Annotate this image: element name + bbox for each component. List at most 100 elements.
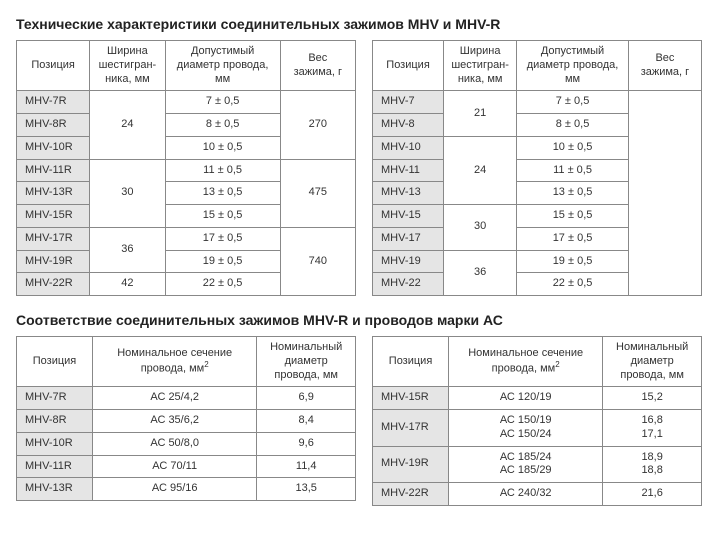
cell: АС 70/11 [93,455,257,478]
cell: 6,9 [257,387,356,410]
cell: 21 [444,91,517,137]
cell: 740 [280,227,355,295]
section-title: Технические характеристики соединительны… [16,16,704,32]
cell: 21,6 [603,483,702,506]
row-label: MHV-13R [17,182,90,205]
row-label: MHV-19R [17,250,90,273]
row-label: MHV-15 [373,205,444,228]
table-row: MHV-7217 ± 0,5 [373,91,702,114]
cell: 36 [444,250,517,296]
col-header: Номинальный диаметр провода, мм [257,337,356,387]
table-row: MHV-11R3011 ± 0,5475 [17,159,356,182]
col-header: Номинальное сечение провода, мм2 [93,337,257,387]
cell: 13 ± 0,5 [165,182,280,205]
table-ac-left: ПозицияНоминальное сечение провода, мм2Н… [16,336,356,501]
cell: 8 ± 0,5 [165,114,280,137]
cell: 15,2 [603,387,702,410]
cell: 7 ± 0,5 [517,91,629,114]
table-row: MHV-17R3617 ± 0,5740 [17,227,356,250]
cell: 17 ± 0,5 [165,227,280,250]
table-row: MHV-7RАС 25/4,26,9 [17,387,356,410]
col-header: Позиция [17,41,90,91]
row-label: MHV-11R [17,159,90,182]
tables-row: ПозицияНоминальное сечение провода, мм2Н… [16,336,704,506]
tables-row: ПозицияШирина шестигран-ника, ммДопустим… [16,40,704,296]
cell: 11 ± 0,5 [165,159,280,182]
cell: 17 ± 0,5 [517,227,629,250]
cell: 11 ± 0,5 [517,159,629,182]
row-label: MHV-11R [17,455,93,478]
cell: 24 [444,136,517,204]
cell: АС 35/6,2 [93,410,257,433]
table-row: MHV-10RАС 50/8,09,6 [17,432,356,455]
cell: 42 [90,273,165,296]
cell: АС 50/8,0 [93,432,257,455]
table-row: MHV-13RАС 95/1613,5 [17,478,356,501]
col-header: Вес зажима, г [628,41,701,91]
table-row: MHV-17RАС 150/19АС 150/2416,817,1 [373,410,702,447]
cell: 8 ± 0,5 [517,114,629,137]
table-mhv: ПозицияШирина шестигран-ника, ммДопустим… [372,40,702,296]
row-label: MHV-7 [373,91,444,114]
table-row: MHV-22RАС 240/3221,6 [373,483,702,506]
table-ac-right: ПозицияНоминальное сечение провода, мм2Н… [372,336,702,506]
col-header: Допустимый диаметр провода, мм [517,41,629,91]
section-tech-specs: Технические характеристики соединительны… [16,16,704,296]
col-header: Позиция [17,337,93,387]
row-label: MHV-22 [373,273,444,296]
cell: 22 ± 0,5 [517,273,629,296]
cell: 475 [280,159,355,227]
cell: 19 ± 0,5 [517,250,629,273]
col-header: Допустимый диаметр провода, мм [165,41,280,91]
row-label: MHV-17R [373,410,449,447]
cell: 36 [90,227,165,273]
table-row: MHV-7R247 ± 0,5270 [17,91,356,114]
row-label: MHV-15R [17,205,90,228]
row-label: MHV-15R [373,387,449,410]
cell: АС 185/24АС 185/29 [449,446,603,483]
section-title: Соответствие соединительных зажимов MHV-… [16,312,704,328]
col-header: Позиция [373,337,449,387]
row-label: MHV-8 [373,114,444,137]
cell: 30 [444,205,517,251]
row-label: MHV-8R [17,410,93,433]
row-label: MHV-19 [373,250,444,273]
table-row: MHV-15RАС 120/1915,2 [373,387,702,410]
table-row: MHV-8RАС 35/6,28,4 [17,410,356,433]
row-label: MHV-17R [17,227,90,250]
row-label: MHV-22R [373,483,449,506]
cell: АС 240/32 [449,483,603,506]
row-label: MHV-10 [373,136,444,159]
cell: 9,6 [257,432,356,455]
cell: 16,817,1 [603,410,702,447]
cell: 8,4 [257,410,356,433]
cell: 30 [90,159,165,227]
cell: 22 ± 0,5 [165,273,280,296]
cell: 19 ± 0,5 [165,250,280,273]
section-compliance: Соответствие соединительных зажимов MHV-… [16,312,704,506]
col-header: Вес зажима, г [280,41,355,91]
cell: АС 150/19АС 150/24 [449,410,603,447]
row-label: MHV-17 [373,227,444,250]
row-label: MHV-13 [373,182,444,205]
cell: 11,4 [257,455,356,478]
cell: АС 120/19 [449,387,603,410]
cell: АС 95/16 [93,478,257,501]
table-mhv-r: ПозицияШирина шестигран-ника, ммДопустим… [16,40,356,296]
cell: 15 ± 0,5 [165,205,280,228]
cell: 13,5 [257,478,356,501]
row-label: MHV-7R [17,387,93,410]
cell: 24 [90,91,165,159]
cell: 10 ± 0,5 [165,136,280,159]
col-header: Ширина шестигран-ника, мм [90,41,165,91]
cell [628,91,701,296]
cell: АС 25/4,2 [93,387,257,410]
row-label: MHV-13R [17,478,93,501]
table-row: MHV-11RАС 70/1111,4 [17,455,356,478]
col-header: Номинальный диаметр провода, мм [603,337,702,387]
table-row: MHV-19RАС 185/24АС 185/2918,918,8 [373,446,702,483]
cell: 15 ± 0,5 [517,205,629,228]
row-label: MHV-19R [373,446,449,483]
col-header: Ширина шестигран-ника, мм [444,41,517,91]
row-label: MHV-22R [17,273,90,296]
